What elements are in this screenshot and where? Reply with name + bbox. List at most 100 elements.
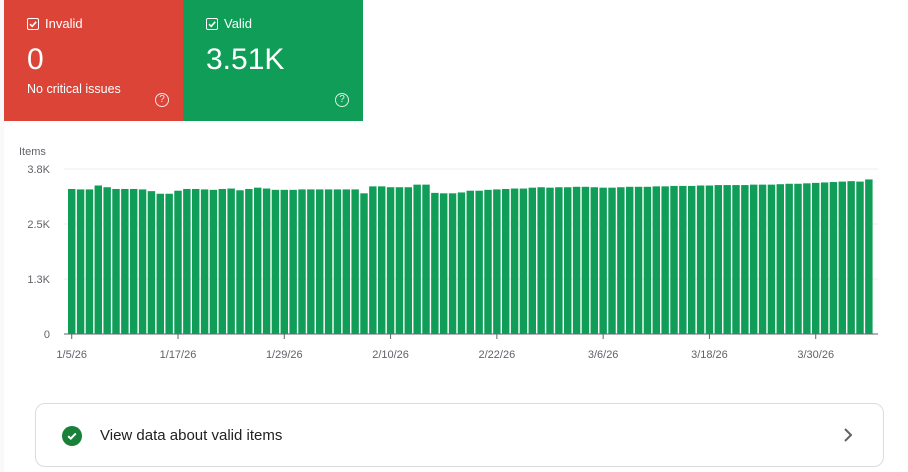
chart-bar[interactable] bbox=[475, 190, 483, 334]
chart-bar[interactable] bbox=[404, 187, 413, 334]
chart-bar[interactable] bbox=[572, 186, 581, 334]
chart-bar[interactable] bbox=[85, 189, 94, 334]
chart-bar[interactable] bbox=[280, 189, 289, 334]
chart-bar[interactable] bbox=[493, 189, 501, 334]
chart-bar[interactable] bbox=[617, 187, 625, 334]
chart-bar[interactable] bbox=[431, 192, 439, 334]
chart-bar[interactable] bbox=[714, 185, 723, 334]
chart-bar[interactable] bbox=[484, 189, 492, 334]
chart-bar[interactable] bbox=[307, 189, 315, 334]
chart-bar[interactable] bbox=[599, 187, 607, 334]
chart-bar[interactable] bbox=[316, 189, 324, 334]
chart-bar[interactable] bbox=[76, 189, 85, 334]
chart-bar[interactable] bbox=[466, 190, 475, 334]
chart-bar[interactable] bbox=[165, 193, 173, 334]
chart-bar[interactable] bbox=[856, 181, 864, 334]
chart-bar[interactable] bbox=[174, 190, 182, 334]
chart-bar[interactable] bbox=[218, 188, 227, 334]
chart-bar[interactable] bbox=[537, 187, 545, 334]
chart-bar[interactable] bbox=[457, 192, 466, 334]
chart-bar[interactable] bbox=[324, 189, 333, 334]
chart-bar[interactable] bbox=[342, 189, 351, 334]
chart-bar[interactable] bbox=[121, 188, 129, 334]
chart-bar[interactable] bbox=[351, 189, 359, 334]
chart-bar[interactable] bbox=[227, 188, 235, 334]
chart-bar[interactable] bbox=[502, 188, 510, 334]
chart-bar[interactable] bbox=[395, 187, 404, 334]
chart-bar[interactable] bbox=[289, 189, 297, 334]
valid-toggle[interactable]: Valid bbox=[206, 16, 252, 31]
invalid-toggle[interactable]: Invalid bbox=[27, 16, 83, 31]
chart-bar[interactable] bbox=[741, 185, 749, 334]
chart-bar[interactable] bbox=[333, 189, 342, 334]
chart-bar[interactable] bbox=[528, 187, 537, 334]
chart-bar[interactable] bbox=[183, 188, 191, 334]
chart-bar[interactable] bbox=[732, 185, 740, 334]
chart-bar[interactable] bbox=[192, 188, 200, 334]
chart-bar[interactable] bbox=[413, 184, 421, 334]
chart-bar[interactable] bbox=[758, 184, 767, 334]
chart-bar[interactable] bbox=[820, 182, 829, 334]
chart-bar[interactable] bbox=[661, 186, 669, 334]
chart-bar[interactable] bbox=[767, 184, 776, 334]
chart-bar[interactable] bbox=[369, 186, 377, 334]
chart-bar[interactable] bbox=[360, 193, 368, 334]
chart-bar[interactable] bbox=[254, 187, 262, 334]
chart-bar[interactable] bbox=[156, 193, 165, 334]
chart-bar[interactable] bbox=[794, 183, 802, 334]
chart-bar[interactable] bbox=[103, 187, 111, 334]
chart-bar[interactable] bbox=[652, 186, 661, 334]
chart-bar[interactable] bbox=[838, 181, 847, 334]
chart-bar[interactable] bbox=[696, 185, 705, 335]
chart-bar[interactable] bbox=[209, 189, 218, 334]
chart-bar[interactable] bbox=[130, 188, 138, 334]
chart-bar[interactable] bbox=[608, 187, 616, 334]
help-icon[interactable]: ? bbox=[155, 93, 169, 107]
chart-bar[interactable] bbox=[112, 188, 120, 334]
chart-bar[interactable] bbox=[688, 185, 696, 334]
chart-bar[interactable] bbox=[829, 182, 838, 334]
chart-bar[interactable] bbox=[634, 186, 643, 334]
chart-bar[interactable] bbox=[386, 187, 395, 334]
chart-bar[interactable] bbox=[138, 189, 147, 334]
chart-bar[interactable] bbox=[422, 184, 430, 334]
view-valid-items-button[interactable]: View data about valid items bbox=[35, 403, 884, 467]
chart-bar[interactable] bbox=[519, 188, 528, 334]
chart-bar[interactable] bbox=[378, 186, 386, 334]
chart-bar[interactable] bbox=[555, 187, 563, 334]
chart-bar[interactable] bbox=[705, 185, 714, 335]
chart-bar[interactable] bbox=[564, 187, 572, 334]
chart-bar[interactable] bbox=[776, 184, 785, 334]
chart-bar[interactable] bbox=[510, 188, 519, 334]
chart-bar[interactable] bbox=[626, 186, 634, 334]
chart-bar[interactable] bbox=[847, 181, 855, 334]
checkbox-icon[interactable] bbox=[27, 17, 39, 30]
checkbox-icon[interactable] bbox=[206, 17, 218, 30]
chart-bar[interactable] bbox=[94, 185, 103, 335]
chart-bar[interactable] bbox=[440, 193, 448, 334]
chart-bar[interactable] bbox=[448, 193, 457, 334]
invalid-summary-card[interactable]: Invalid 0 No critical issues ? bbox=[4, 0, 183, 121]
chart-bar[interactable] bbox=[723, 185, 731, 334]
chart-bar[interactable] bbox=[236, 190, 244, 334]
chart-bar[interactable] bbox=[200, 189, 209, 334]
chart-bar[interactable] bbox=[803, 183, 811, 334]
chart-bar[interactable] bbox=[590, 187, 599, 334]
chart-bar[interactable] bbox=[147, 191, 156, 334]
chart-bar[interactable] bbox=[785, 183, 793, 334]
chart-bar[interactable] bbox=[865, 179, 873, 334]
chart-bar[interactable] bbox=[68, 188, 76, 334]
help-icon[interactable]: ? bbox=[335, 93, 349, 107]
chart-bar[interactable] bbox=[679, 185, 687, 334]
chart-bar[interactable] bbox=[298, 189, 306, 334]
chart-bar[interactable] bbox=[643, 186, 652, 334]
chart-bar[interactable] bbox=[271, 189, 280, 334]
chart-bar[interactable] bbox=[581, 186, 590, 334]
chart-bar[interactable] bbox=[546, 187, 554, 334]
chart-bar[interactable] bbox=[670, 185, 678, 334]
chart-bar[interactable] bbox=[750, 184, 758, 334]
chart-bar[interactable] bbox=[245, 188, 253, 334]
chart-bar[interactable] bbox=[262, 188, 271, 334]
valid-summary-card[interactable]: Valid 3.51K ? bbox=[183, 0, 363, 121]
chart-bar[interactable] bbox=[812, 182, 820, 334]
